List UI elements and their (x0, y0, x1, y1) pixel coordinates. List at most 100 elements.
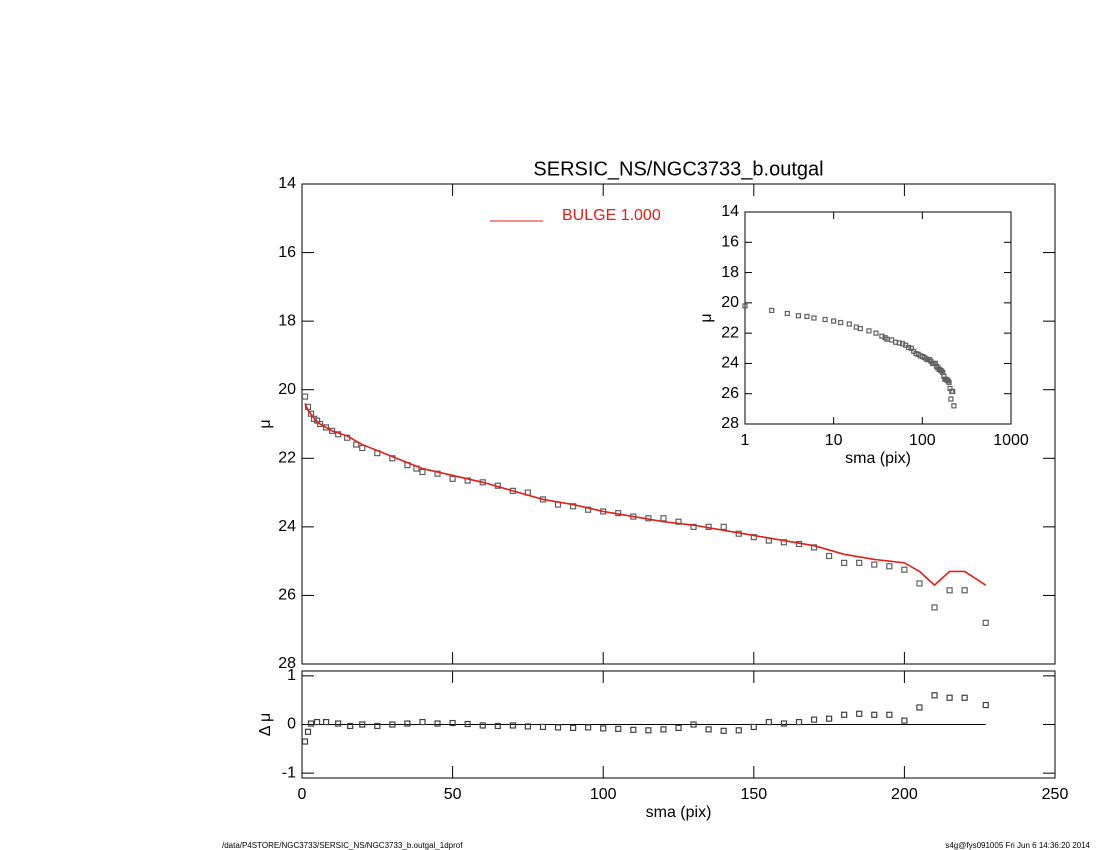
y-tick-label: 16 (721, 234, 739, 251)
y-tick-label: 22 (721, 324, 739, 341)
y-axis-label: μ (257, 419, 274, 428)
data-point (946, 694, 953, 701)
y-tick-label: 16 (278, 244, 296, 261)
y-tick-label: 14 (721, 203, 739, 220)
data-point (769, 307, 775, 314)
data-point (645, 727, 652, 734)
data-point (765, 718, 772, 726)
y-tick-label: -1 (282, 764, 296, 781)
x-tick-label: 10 (825, 432, 843, 449)
data-point (479, 722, 486, 729)
data-point (931, 604, 938, 611)
data-point (811, 315, 817, 321)
data-point (825, 552, 833, 560)
y-tick-label: 28 (278, 655, 296, 672)
data-point (825, 715, 833, 722)
data-point (886, 563, 893, 570)
data-point (569, 724, 577, 732)
data-point (951, 403, 957, 409)
data-point (705, 726, 712, 733)
data-point (322, 718, 330, 726)
x-tick-label: 100 (590, 786, 617, 803)
y-tick-label: 22 (278, 450, 296, 467)
data-point (931, 692, 938, 699)
data-point (946, 379, 952, 385)
data-point (434, 720, 441, 727)
data-point (822, 316, 828, 323)
data-point (780, 720, 788, 727)
data-point (374, 722, 381, 730)
data-point (322, 424, 330, 431)
x-tick-label: 100 (909, 432, 936, 449)
chart-title: SERSIC_NS/NGC3733_b.outgal (533, 158, 823, 180)
data-point (742, 303, 748, 309)
data-point (795, 718, 803, 726)
data-point (905, 344, 912, 351)
x-tick-label: 1000 (993, 432, 1029, 449)
model-line (304, 403, 987, 587)
data-point (301, 738, 309, 745)
data-point (838, 319, 844, 326)
y-tick-label: 18 (278, 312, 296, 329)
data-point (866, 328, 872, 334)
data-point (916, 580, 923, 587)
y-tick-label: 1 (287, 667, 296, 684)
data-point (675, 724, 682, 732)
y-tick-label: 26 (278, 587, 296, 604)
data-point (313, 718, 321, 726)
y-tick-label: 20 (278, 381, 296, 398)
data-point (449, 719, 456, 727)
data-point (901, 566, 908, 573)
data-point (784, 310, 790, 317)
x-axis-label: sma (pix) (646, 804, 712, 821)
y-tick-label: 26 (721, 385, 739, 402)
data-point (449, 475, 456, 482)
data-point (961, 587, 968, 594)
y-tick-label: 28 (721, 415, 739, 432)
data-point (735, 727, 742, 734)
y-tick-label: 0 (287, 716, 296, 733)
data-point (950, 388, 956, 395)
data-point (419, 718, 426, 726)
data-point (961, 694, 968, 701)
data-point (871, 561, 878, 568)
x-tick-label: 1 (741, 432, 750, 449)
data-point (982, 619, 989, 626)
y-axis-label: μ (698, 313, 715, 322)
y-tick-label: 24 (721, 355, 739, 372)
data-point (539, 723, 547, 731)
data-point (316, 420, 324, 428)
data-point (494, 722, 501, 730)
y-tick-label: 24 (278, 518, 296, 535)
data-point (871, 711, 878, 718)
data-point (856, 559, 863, 566)
data-point (329, 427, 336, 434)
data-point (853, 324, 859, 330)
data-point (600, 725, 607, 732)
data-point (419, 468, 426, 476)
data-point (873, 330, 879, 336)
data-point (335, 720, 342, 727)
x-tick-label: 250 (1042, 786, 1069, 803)
data-point (804, 313, 810, 320)
data-point (347, 722, 354, 730)
data-point (464, 720, 471, 728)
y-tick-label: 14 (278, 175, 296, 192)
data-point (946, 587, 953, 594)
legend-label: BULGE 1.000 (562, 207, 661, 224)
data-point (630, 726, 637, 733)
x-axis-label: sma (pix) (845, 450, 911, 467)
data-point (524, 723, 532, 730)
data-point (831, 318, 837, 324)
plot-frame (744, 211, 1012, 425)
y-tick-label: 18 (721, 264, 739, 281)
data-point (690, 721, 697, 728)
data-point (304, 728, 312, 735)
data-point (841, 711, 848, 718)
data-point (585, 724, 592, 731)
y-axis-label: Δ μ (257, 713, 274, 736)
data-point (660, 515, 667, 522)
data-point (307, 720, 315, 727)
data-point (948, 396, 954, 402)
x-tick-label: 50 (444, 786, 462, 803)
